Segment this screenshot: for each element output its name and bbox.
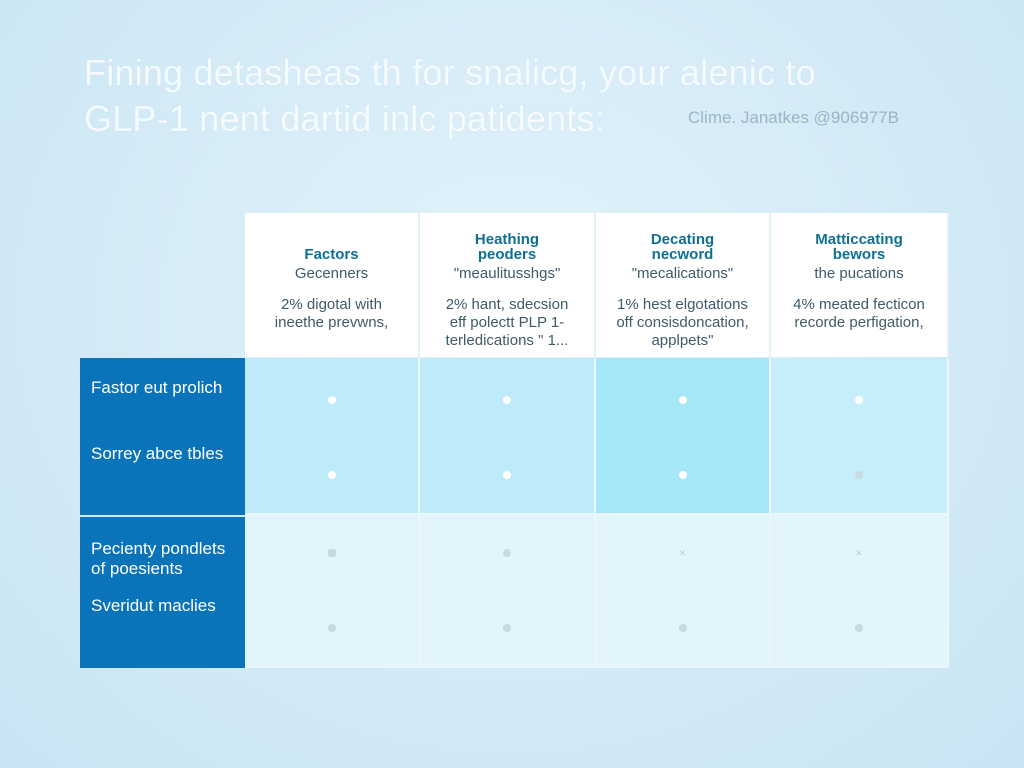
dot-marker-icon bbox=[503, 549, 511, 557]
column-subheading: the pucations bbox=[814, 265, 904, 282]
column-description: 4% meated fecticon recorde perfigation, bbox=[771, 296, 947, 332]
column-heading: Decating necword bbox=[650, 231, 715, 263]
table-cell bbox=[771, 358, 949, 515]
description-line: 2% digotal with bbox=[281, 296, 382, 313]
x-mark-icon: × bbox=[855, 546, 863, 560]
description-line: eff polectt PLP 1- bbox=[449, 314, 565, 331]
column-header: Heathing peoders "meaulitusshgs" 2% hant, … bbox=[420, 213, 596, 357]
column-subheading: "mecalications" bbox=[631, 265, 734, 282]
row-group-header: Fastor eut prolich Sorrey abce tbles bbox=[80, 358, 245, 515]
dot-marker-icon bbox=[327, 396, 336, 404]
column-heading: Heathing peoders bbox=[474, 231, 540, 263]
square-marker-icon bbox=[327, 549, 336, 557]
credit-text: Clime. Janatkes @906977B bbox=[688, 108, 899, 127]
description-line: off consisdoncation, bbox=[616, 314, 749, 331]
column-description: 2% hant, sdecsion eff polectt PLP 1- terle… bbox=[420, 296, 594, 350]
description-line: 4% meated fecticon bbox=[793, 296, 925, 313]
column-header: Factors Gecenners 2% digotal with ineethe p… bbox=[245, 213, 420, 357]
row-label: Pecienty pondlets of poesients bbox=[91, 539, 226, 578]
dot-marker-icon bbox=[503, 396, 511, 404]
dot-marker-icon bbox=[503, 624, 511, 632]
table-cell bbox=[245, 358, 420, 515]
dot-marker-icon bbox=[855, 471, 863, 479]
x-mark-icon: × bbox=[678, 546, 686, 560]
description-line: terledications " 1... bbox=[445, 332, 569, 349]
column-subheading: "meaulitusshgs" bbox=[453, 265, 561, 282]
page-title: Fining detasheas th for snalicg, your al… bbox=[84, 50, 816, 142]
row-label: Fastor eut prolich bbox=[91, 378, 223, 397]
dot-marker-icon bbox=[678, 396, 687, 404]
comparison-table: Factors Gecenners 2% digotal with ineethe p… bbox=[80, 213, 949, 668]
description-line: 1% hest elgotations bbox=[617, 296, 748, 313]
row-label: Sveridut maclies bbox=[91, 596, 216, 615]
dot-marker-icon bbox=[327, 471, 336, 479]
dot-marker-icon bbox=[678, 471, 687, 479]
column-subheading: Gecenners bbox=[294, 265, 369, 282]
description-line: ineethe prevwns, bbox=[274, 314, 389, 331]
description-line: recorde perfigation, bbox=[794, 314, 924, 331]
dot-marker-icon bbox=[503, 471, 511, 479]
description-line: applpets" bbox=[651, 332, 714, 349]
table-cell bbox=[420, 358, 596, 515]
column-description: 1% hest elgotations off consisdoncation, a… bbox=[596, 296, 769, 350]
title-line-2: GLP-1 nent dartid inlc patidents: bbox=[84, 98, 605, 139]
column-heading: Matticcating bewors bbox=[815, 231, 903, 263]
column-header: Matticcating bewors the pucations 4% meate… bbox=[771, 213, 949, 357]
column-header: Decating necword "mecalications" 1% hest e… bbox=[596, 213, 771, 357]
column-heading: Factors bbox=[304, 246, 359, 263]
row-group-header: Pecienty pondlets of poesients Sveridut m… bbox=[80, 515, 245, 668]
table-cell bbox=[420, 515, 596, 668]
column-description: 2% digotal with ineethe prevwns, bbox=[245, 296, 418, 332]
dot-marker-icon bbox=[855, 624, 863, 632]
table-cell: × bbox=[771, 515, 949, 668]
title-line-1: Fining detasheas th for snalicg, your al… bbox=[84, 52, 816, 93]
dot-marker-icon bbox=[678, 624, 687, 632]
dot-marker-icon bbox=[855, 396, 863, 404]
table-cell: × bbox=[596, 515, 771, 668]
table-cell bbox=[245, 515, 420, 668]
table-cell bbox=[596, 358, 771, 515]
row-label: Sorrey abce tbles bbox=[91, 444, 224, 463]
dot-marker-icon bbox=[327, 624, 336, 632]
description-line: 2% hant, sdecsion bbox=[445, 296, 569, 313]
